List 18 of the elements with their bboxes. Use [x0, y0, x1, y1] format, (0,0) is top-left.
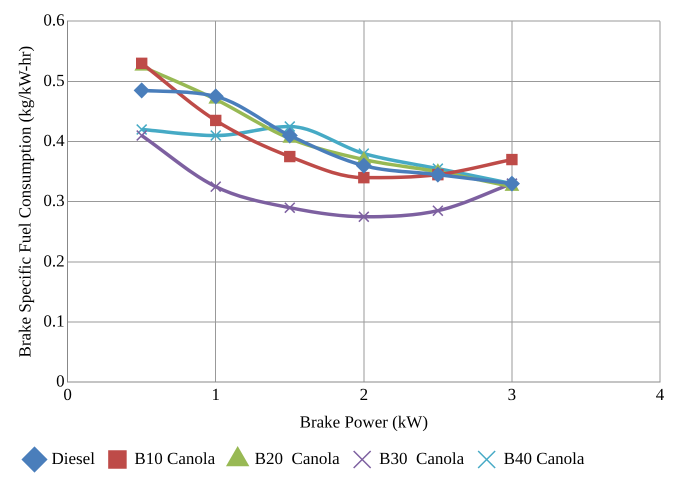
- legend-label: B10 Canola: [134, 448, 216, 468]
- x-tick-label: 4: [656, 384, 665, 404]
- legend-label: B30 Canola: [379, 448, 465, 468]
- legend-label: Diesel: [52, 448, 96, 468]
- x-tick-label: 2: [360, 384, 368, 404]
- x-tick-label: 1: [211, 384, 220, 404]
- legend-label: B40 Canola: [504, 448, 585, 468]
- y-axis-title: Brake Specific Fuel Consumption (kg/kW-hr): [16, 46, 35, 358]
- y-tick-label: 0.4: [43, 131, 66, 150]
- y-tick-label: 0.2: [43, 251, 65, 270]
- y-tick-label: 0.5: [43, 70, 65, 90]
- y-tick-label: 0.1: [43, 312, 65, 330]
- x-axis-title: Brake Power (kW): [300, 412, 428, 432]
- y-tick-label: 0: [56, 372, 65, 391]
- y-tick-label: 0.3: [43, 191, 65, 210]
- x-tick-label: 3: [508, 384, 516, 404]
- legend-label: B20 Canola: [254, 448, 340, 468]
- y-tick-label: 0.6: [43, 10, 65, 30]
